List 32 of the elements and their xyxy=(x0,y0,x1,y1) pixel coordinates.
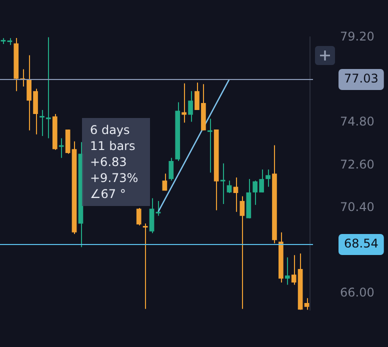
candlestick xyxy=(284,256,290,286)
candlestick xyxy=(136,207,142,226)
annotation: +9.73% xyxy=(90,170,140,186)
candlestick xyxy=(142,222,148,310)
candlestick xyxy=(240,196,245,310)
y-tick-label: 70.40 xyxy=(340,200,374,214)
candlestick xyxy=(207,118,212,174)
y-tick-label: 72.60 xyxy=(340,157,374,172)
candlestick xyxy=(65,129,70,154)
candlestick xyxy=(46,36,51,139)
candlestick xyxy=(220,162,226,205)
candlestick xyxy=(168,157,174,182)
candlestick xyxy=(40,109,44,136)
candlestick xyxy=(226,180,232,194)
candlestick xyxy=(304,298,310,310)
y-tick-label: 79.20 xyxy=(340,29,374,44)
candlestick xyxy=(188,90,193,122)
annotation: +6.83 xyxy=(90,154,128,170)
y-tick-label: 74.80 xyxy=(340,114,374,129)
annotation: 6 days xyxy=(90,122,131,138)
annotation: 11 bars xyxy=(90,138,136,154)
candlestick xyxy=(58,138,64,158)
candlestick xyxy=(156,200,161,216)
candlestick xyxy=(266,169,270,188)
candlestick xyxy=(233,176,238,212)
annotation: ∠67 ° xyxy=(90,186,127,202)
ref-line-label: 77.03 xyxy=(344,72,378,86)
ref-line-label: 68.54 xyxy=(344,236,378,251)
candlestick xyxy=(182,82,186,124)
candlestick xyxy=(162,173,168,192)
candlestick xyxy=(149,198,154,234)
y-tick-label: 66.00 xyxy=(340,285,374,300)
